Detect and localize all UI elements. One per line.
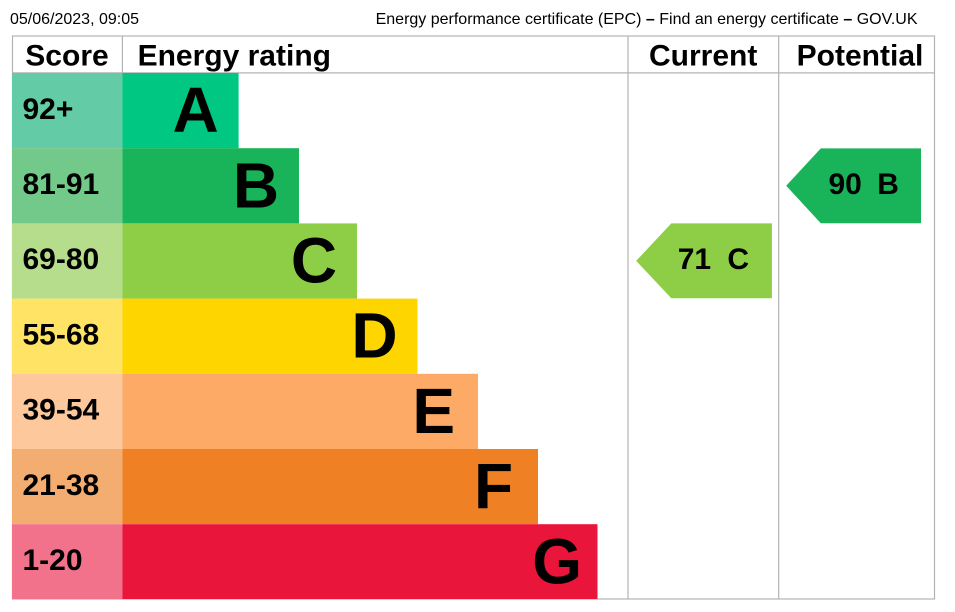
svg-text:21-38: 21-38 [23,469,100,502]
svg-text:55-68: 55-68 [23,318,100,351]
svg-text:39-54: 39-54 [23,394,100,427]
svg-text:69-80: 69-80 [23,243,100,276]
svg-text:C: C [291,225,337,297]
svg-text:C: C [727,243,749,276]
svg-text:1-20: 1-20 [23,544,83,577]
svg-text:05/06/2023, 09:05: 05/06/2023, 09:05 [10,11,139,28]
svg-text:92+: 92+ [23,93,74,126]
svg-text:G: G [532,525,582,597]
svg-text:Potential: Potential [797,39,924,72]
svg-text:71: 71 [678,243,711,276]
svg-text:Score: Score [25,39,108,72]
svg-text:90: 90 [829,168,862,201]
svg-text:Energy performance certificate: Energy performance certificate (EPC) – F… [376,11,918,28]
svg-text:A: A [172,74,218,146]
svg-text:81-91: 81-91 [23,168,100,201]
svg-text:E: E [412,375,455,447]
svg-text:B: B [877,168,899,201]
svg-text:D: D [351,300,397,372]
svg-text:Energy rating: Energy rating [138,39,331,72]
svg-text:Current: Current [649,39,757,72]
svg-text:B: B [233,149,279,221]
svg-text:F: F [474,450,513,522]
